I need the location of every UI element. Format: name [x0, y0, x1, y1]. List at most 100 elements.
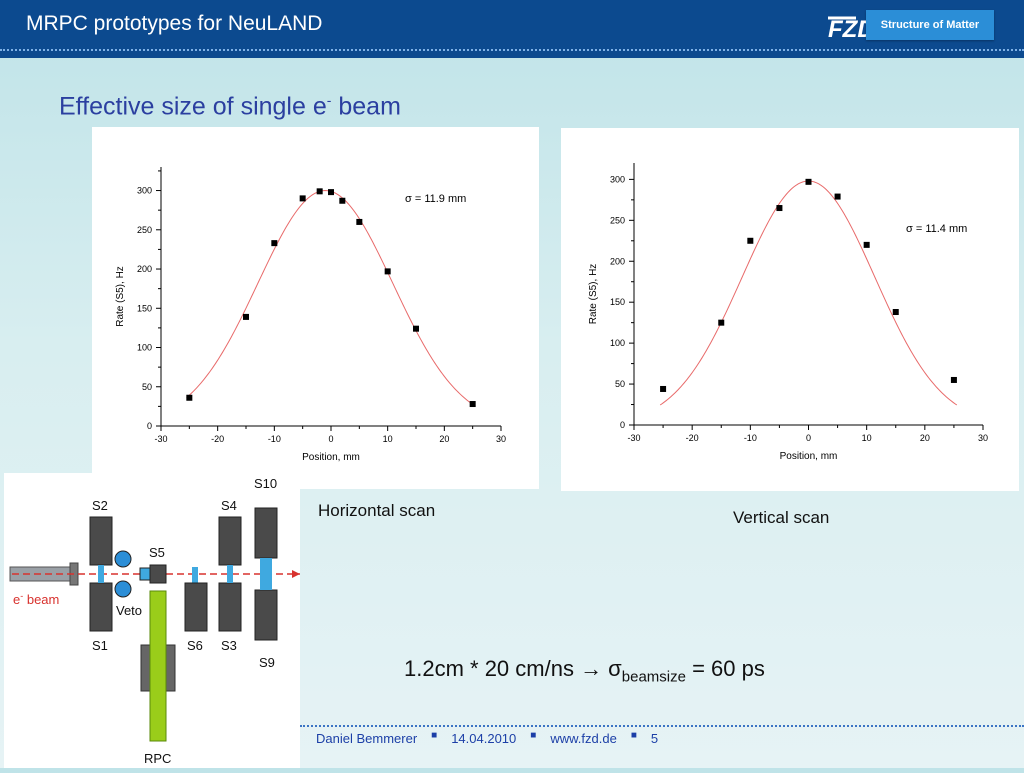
chart0-y-axis-label: Rate (S5), Hz	[115, 266, 126, 327]
label-veto: Veto	[116, 603, 142, 618]
footer-separator: ■	[431, 730, 438, 741]
chart1-data-point	[718, 319, 725, 326]
chart1-data-point	[950, 376, 957, 383]
chart0-y-tick-label: 0	[147, 421, 152, 431]
footer-author: Daniel Bemmerer	[316, 731, 418, 746]
fzd-logo-icon: FZD	[828, 16, 866, 43]
chart0-data-point	[339, 197, 346, 204]
chart1-y-tick-label: 100	[610, 338, 625, 348]
chart1-x-tick-label: 20	[920, 433, 930, 443]
formula-suffix: = 60 ps	[685, 656, 765, 681]
label-s9: S9	[259, 655, 275, 670]
chart0-x-tick-label: -20	[211, 434, 224, 444]
chart1-data-point	[892, 309, 899, 316]
chart1-data-point	[834, 193, 841, 200]
chart0-sigma-annotation: σ = 11.9 mm	[405, 193, 466, 205]
footer-page-number: 5	[650, 731, 659, 746]
chart0-data-point	[328, 189, 334, 196]
chart0-y-tick-label: 50	[142, 382, 152, 392]
chart1-data-point	[776, 205, 783, 212]
scintillator-s1	[89, 582, 113, 632]
label-s4: S4	[221, 498, 237, 513]
chart1-x-tick-label: -10	[744, 433, 757, 443]
chart0-data-point	[299, 195, 306, 202]
chart1-data-point	[863, 241, 870, 248]
scintillator-s10	[254, 507, 278, 559]
vertical-scan-chart: -30 -20 -10 0 10 20 30050100150200250300Positi…	[588, 163, 988, 462]
chart0-y-tick-label: 150	[137, 303, 152, 313]
header-divider	[0, 49, 1024, 51]
slide-title: Effective size of single e- beam	[59, 92, 401, 121]
chart0-data-point	[316, 188, 323, 195]
footer-separator: ■	[530, 730, 537, 741]
chart1-y-tick-label: 0	[620, 420, 625, 430]
chart1-sigma-annotation: σ = 11.4 mm	[906, 223, 967, 235]
beam-label: e- beam	[13, 591, 59, 607]
horizontal-scan-chart: -30 -20 -10 0 10 20 30050100150200250300Positi…	[115, 167, 506, 463]
chart1-data-point	[805, 178, 812, 185]
chart1-y-tick-label: 50	[615, 379, 625, 389]
setup-diagram-svg: e- beam S2 S1 S5 Veto S6 S3 S4 S10 S9	[9, 476, 300, 766]
chart0-x-axis-label: Position, mm	[302, 452, 360, 463]
horizontal-scan-caption: Horizontal scan	[318, 501, 436, 520]
chart0-x-tick-label: 0	[328, 434, 333, 444]
scintillator-s4	[218, 516, 242, 566]
chart1-y-tick-label: 250	[610, 215, 625, 225]
rpc-detector	[149, 590, 167, 742]
s9-s10-light-guide	[260, 558, 272, 590]
formula-subscript: beamsize	[621, 668, 686, 686]
chart0-x-tick-label: 10	[383, 434, 393, 444]
detector-setup-diagram: e- beam S2 S1 S5 Veto S6 S3 S4 S10 S9	[4, 473, 300, 768]
veto-bottom-icon	[114, 580, 132, 598]
slide-title-suffix: beam	[331, 92, 401, 121]
footer-separator: ■	[630, 730, 637, 741]
label-rpc: RPC	[144, 751, 171, 766]
chart0-x-tick-label: 30	[496, 434, 506, 444]
scintillator-s6	[184, 582, 208, 632]
veto-top-icon	[114, 550, 132, 568]
chart1-y-tick-label: 200	[610, 256, 625, 266]
label-s2: S2	[92, 498, 108, 513]
vertical-scan-chart-panel: -30 -20 -10 0 10 20 30 0 50 100 150 200 250 300 Positi…	[561, 128, 1019, 491]
brand-label: Structure of Matter	[866, 10, 994, 40]
scintillator-s3	[218, 582, 242, 632]
chart0-y-tick-label: 200	[137, 264, 152, 274]
chart0-x-tick-label: -30	[154, 434, 167, 444]
header-title: MRPC prototypes for NeuLAND	[26, 12, 323, 35]
chart1-y-axis-label: Rate (S5), Hz	[588, 264, 599, 325]
chart0-data-point	[413, 325, 419, 332]
beamsize-formula: 1.2cm * 20 cm/ns → σbeamsize = 60 ps	[404, 656, 765, 685]
label-s5: S5	[149, 545, 165, 560]
footer: Daniel Bemmerer ■ 14.04.2010 ■ www.fzd.d…	[316, 730, 659, 746]
chart0-data-point	[384, 268, 391, 275]
chart0-data-point	[186, 394, 193, 401]
chart1-data-point	[747, 237, 754, 244]
footer-date: 14.04.2010	[451, 731, 517, 746]
chart0-data-point	[271, 240, 278, 247]
formula-prefix: 1.2cm * 20 cm/ns → σ	[404, 656, 622, 681]
scintillator-s9	[254, 589, 278, 641]
chart1-x-tick-label: -20	[686, 433, 699, 443]
chart0-gaussian-fit-line	[186, 190, 476, 407]
chart0-x-tick-label: -10	[268, 434, 281, 444]
chart1-gaussian-fit-line	[659, 180, 958, 406]
label-s3: S3	[221, 638, 237, 653]
s3-s4-light-guide	[227, 565, 233, 583]
chart1-y-tick-label: 300	[610, 174, 625, 184]
s1-s2-light-guide	[98, 565, 104, 583]
scintillator-s2	[89, 516, 113, 566]
chart1-x-axis-label: Position, mm	[780, 451, 838, 462]
vertical-scan-caption: Vertical scan	[733, 508, 830, 527]
chart0-y-tick-label: 250	[137, 225, 152, 235]
chart0-x-tick-label: 20	[439, 434, 449, 444]
chart1-x-tick-label: 10	[862, 433, 872, 443]
label-s10: S10	[254, 476, 277, 491]
s6-guide	[192, 567, 198, 583]
chart0-data-point	[243, 313, 249, 320]
logo-text: FZD	[828, 16, 866, 43]
chart0-y-tick-label: 300	[137, 186, 152, 196]
label-s6: S6	[187, 638, 203, 653]
slide-title-text: Effective size of single e	[59, 92, 327, 121]
footer-url[interactable]: www.fzd.de	[550, 731, 617, 746]
beam-pipe	[9, 566, 75, 582]
